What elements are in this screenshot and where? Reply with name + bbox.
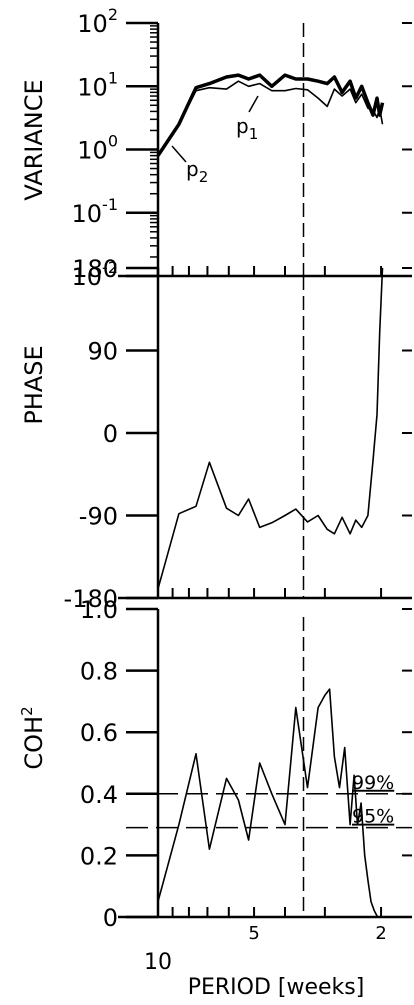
phase-axes <box>118 266 412 600</box>
significance-lines: 99%95% <box>126 772 412 829</box>
period-xlabel: PERIOD [weeks] <box>188 975 365 1000</box>
ytick-label-base: 10 <box>77 10 108 38</box>
ytick-label: 101 <box>77 68 118 101</box>
ytick-label-exp: 0 <box>108 132 118 151</box>
ytick-label: 1.0 <box>80 596 118 624</box>
coherence-ylabel: COH2 <box>18 706 48 769</box>
ytick-label: 0.4 <box>80 781 118 809</box>
series-label-p1: p1 <box>236 95 259 143</box>
variance-series <box>156 73 385 157</box>
phase-panel: PHASE 180 90 0 -90 -180 <box>20 255 412 613</box>
phase-series <box>157 267 384 590</box>
ytick-label-exp: -2 <box>102 258 118 277</box>
ytick-label: 0 <box>103 904 118 932</box>
series-line-1 <box>157 267 384 590</box>
ytick-label-exp: -1 <box>102 195 118 214</box>
ytick-label: -180 <box>64 585 118 613</box>
coherence-ylabel-exp: 2 <box>18 706 36 716</box>
period-xtick-labels: 10 5 2 <box>144 923 387 975</box>
variance-axes <box>118 21 412 278</box>
phase-ylabel: PHASE <box>20 345 48 424</box>
series-label-p2-base: p <box>186 157 199 181</box>
series-line-p1 <box>157 80 384 157</box>
svg-text:p1: p1 <box>236 114 258 143</box>
phase-ytick-labels: 180 90 0 -90 -180 <box>64 255 118 613</box>
series-label-p2-sub: 2 <box>199 168 209 186</box>
series-line-p2 <box>156 73 385 157</box>
coherence-panel: COH2 1.00.80.60.40.20 99%95% 105 2 PERIOD… <box>18 596 412 1000</box>
ytick-label-base: 10 <box>77 73 108 101</box>
ytick-label: 0.6 <box>80 719 118 747</box>
ytick-label: 180 <box>72 255 118 283</box>
ytick-label: 0 <box>103 420 118 448</box>
ytick-label: 90 <box>87 338 118 366</box>
xtick-label: 2 <box>375 923 386 944</box>
ytick-label-base: 10 <box>72 263 103 291</box>
ytick-label-exp: 1 <box>108 68 118 87</box>
xtick-label: 10 <box>144 950 172 975</box>
ytick-label: 0.2 <box>80 842 118 870</box>
series-label-p2: p2 <box>171 145 208 186</box>
coherence-ylabel-base: COH <box>20 716 48 770</box>
ytick-label-base: 10 <box>72 200 103 228</box>
ytick-label: 10-2 <box>72 258 119 291</box>
variance-ylabel: VARIANCE <box>20 79 48 200</box>
coherence-series <box>157 688 382 918</box>
coherence-axes <box>118 607 412 919</box>
ytick-label-base: 10 <box>77 137 108 165</box>
series-line-2 <box>157 688 382 918</box>
significance-label: 99% <box>352 772 394 794</box>
ytick-label-exp: 2 <box>108 5 118 24</box>
ytick-label: -90 <box>79 503 118 531</box>
ytick-label: 10-1 <box>72 195 119 228</box>
series-label-p1-base: p <box>236 114 249 138</box>
series-label-p1-sub: 1 <box>249 125 259 143</box>
ytick-label: 102 <box>77 5 118 38</box>
ytick-label: 100 <box>77 132 118 165</box>
svg-text:p2: p2 <box>186 157 208 186</box>
ytick-label: 0.8 <box>80 658 118 686</box>
xtick-label: 5 <box>248 923 259 944</box>
coherence-ytick-labels: 1.0 0.8 0.6 0.4 0.2 0 <box>80 596 118 932</box>
